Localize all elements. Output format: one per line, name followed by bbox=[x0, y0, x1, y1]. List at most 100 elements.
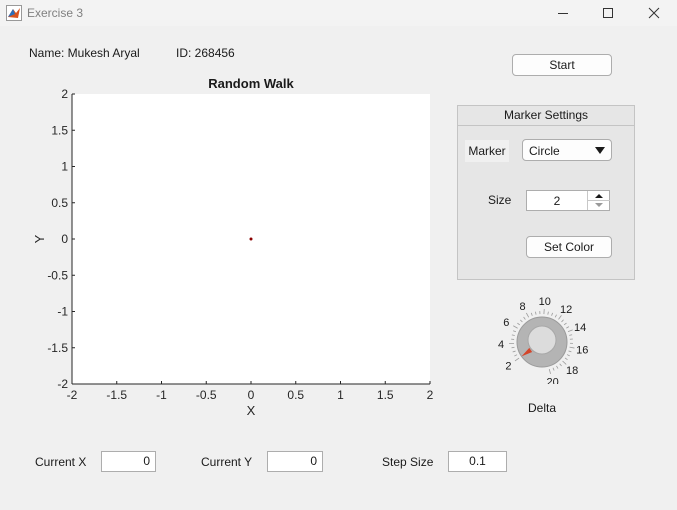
knob-tick bbox=[513, 325, 518, 329]
y-tick-label: 2 bbox=[61, 87, 68, 101]
knob-tick bbox=[559, 363, 562, 367]
set-color-button[interactable]: Set Color bbox=[526, 236, 612, 258]
knob-cap bbox=[527, 325, 557, 355]
knob-tick bbox=[558, 315, 562, 320]
start-button[interactable]: Start bbox=[512, 54, 612, 76]
knob-tick bbox=[535, 311, 537, 315]
knob-tick bbox=[567, 329, 573, 333]
knob-tick bbox=[523, 316, 526, 320]
y-axis-label: Y bbox=[32, 234, 47, 243]
knob-tick bbox=[554, 314, 557, 318]
minimize-button[interactable] bbox=[540, 0, 586, 26]
set-color-label: Set Color bbox=[543, 240, 595, 254]
knob-tick-label: 16 bbox=[576, 345, 588, 357]
step-size-label: Step Size bbox=[382, 455, 434, 469]
data-point bbox=[249, 237, 253, 241]
y-tick-label: -2 bbox=[57, 377, 68, 391]
x-tick-label: -1 bbox=[156, 388, 167, 402]
matlab-icon bbox=[6, 5, 22, 21]
knob-tick bbox=[556, 365, 559, 369]
knob-tick-label: 10 bbox=[539, 296, 551, 308]
size-value: 2 bbox=[553, 194, 561, 208]
knob-tick bbox=[562, 360, 567, 365]
marker-settings-title: Marker Settings bbox=[458, 106, 634, 126]
knob-tick bbox=[569, 346, 575, 349]
start-button-label: Start bbox=[549, 58, 575, 72]
knob-tick bbox=[525, 312, 530, 318]
knob-pointer bbox=[521, 347, 533, 357]
x-tick-label: -0.5 bbox=[196, 388, 217, 402]
knob-tick bbox=[564, 357, 568, 360]
delta-label: Delta bbox=[528, 401, 557, 415]
knob-tick-label: 18 bbox=[566, 365, 578, 377]
knob-tick bbox=[514, 357, 520, 362]
title-bar: Exercise 3 bbox=[0, 0, 677, 26]
knob-tick bbox=[520, 319, 523, 323]
knob-tick-label: 4 bbox=[498, 339, 504, 351]
chevron-down-icon bbox=[595, 147, 605, 154]
knob-tick bbox=[566, 354, 570, 357]
current-x-label: Current X bbox=[35, 455, 87, 469]
id-label: ID: 268456 bbox=[176, 46, 235, 60]
knob-tick bbox=[512, 350, 516, 353]
y-tick-label: 1 bbox=[61, 160, 68, 174]
knob-tick-label: 20 bbox=[546, 377, 558, 384]
marker-settings-panel: Marker Settings Marker Circle Size 2 Set… bbox=[457, 105, 635, 280]
increment-icon[interactable] bbox=[595, 194, 603, 198]
chart-title: Random Walk bbox=[208, 76, 294, 91]
y-tick-label: -1.5 bbox=[47, 341, 68, 355]
y-tick-label: -1 bbox=[57, 305, 68, 319]
close-icon bbox=[648, 7, 660, 19]
x-tick-label: -1.5 bbox=[106, 388, 127, 402]
y-tick-label: 1.5 bbox=[51, 123, 68, 137]
spinner-arrows-icon bbox=[588, 194, 610, 207]
knob-tick bbox=[517, 322, 521, 326]
knob-tick bbox=[561, 319, 564, 323]
marker-dropdown[interactable]: Circle bbox=[522, 139, 612, 161]
marker-label: Marker bbox=[465, 140, 509, 162]
decrement-icon[interactable] bbox=[595, 203, 603, 207]
knob-tick bbox=[511, 334, 515, 336]
knob-tick bbox=[512, 330, 517, 333]
close-button[interactable] bbox=[631, 0, 677, 26]
knob-tick-label: 14 bbox=[574, 322, 586, 334]
current-y-label: Current Y bbox=[201, 455, 253, 469]
current-x-field[interactable]: 0 bbox=[101, 451, 156, 472]
name-label: Name: Mukesh Aryal bbox=[29, 46, 140, 60]
y-tick-label: 0 bbox=[61, 232, 68, 246]
step-size-field[interactable]: 0.1 bbox=[448, 451, 507, 472]
maximize-icon bbox=[603, 8, 613, 18]
random-walk-chart: Random Walk -2 -1.5 -1 -0.5 0 0.5 1 1.5 2 2 1.5 1 0… bbox=[32, 76, 434, 418]
knob-tick bbox=[547, 311, 549, 315]
knob-tick bbox=[514, 354, 518, 357]
knob-tick-label: 6 bbox=[503, 317, 509, 329]
size-label: Size bbox=[488, 193, 512, 207]
knob-tick bbox=[551, 312, 553, 316]
knob-tick bbox=[568, 350, 572, 353]
spinner-arrows bbox=[587, 191, 610, 210]
knob-tick-label: 8 bbox=[519, 301, 525, 313]
size-spinner[interactable]: 2 bbox=[526, 190, 610, 211]
marker-dropdown-value: Circle bbox=[529, 144, 560, 158]
x-tick-label: -2 bbox=[67, 388, 78, 402]
knob-tick-label: 12 bbox=[560, 304, 572, 316]
knob-tick bbox=[530, 312, 533, 316]
knob-tick bbox=[511, 346, 515, 349]
y-tick-label: -0.5 bbox=[47, 268, 68, 282]
knob-tick bbox=[569, 334, 573, 336]
knob-tick bbox=[566, 326, 570, 329]
knob-tick bbox=[552, 367, 555, 371]
minimize-icon bbox=[558, 13, 568, 14]
x-tick-label: 1 bbox=[337, 388, 344, 402]
knob-tick-label: 2 bbox=[505, 361, 511, 373]
x-tick-label: 0 bbox=[248, 388, 255, 402]
x-tick-label: 1.5 bbox=[377, 388, 394, 402]
x-axis-label: X bbox=[247, 403, 256, 418]
current-y-field[interactable]: 0 bbox=[267, 451, 323, 472]
window-title: Exercise 3 bbox=[27, 6, 84, 20]
knob-tick bbox=[563, 322, 567, 326]
knob-tick bbox=[548, 368, 551, 374]
x-tick-label: 0.5 bbox=[287, 388, 304, 402]
maximize-button[interactable] bbox=[585, 0, 631, 26]
